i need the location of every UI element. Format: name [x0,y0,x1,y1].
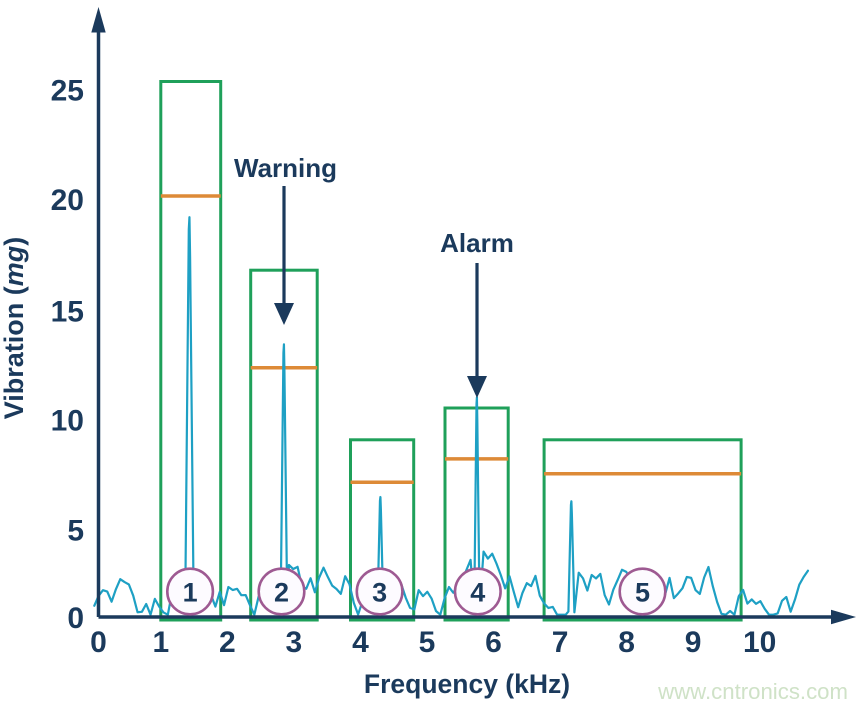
svg-text:0: 0 [67,602,84,635]
svg-text:7: 7 [552,626,569,659]
svg-text:Vibration (mg): Vibration (mg) [0,237,29,420]
svg-text:5: 5 [635,578,650,608]
svg-text:Warning: Warning [234,153,337,183]
svg-text:10: 10 [51,405,84,438]
svg-text:3: 3 [372,578,387,608]
svg-text:0: 0 [90,626,107,659]
svg-text:25: 25 [51,75,84,108]
svg-text:5: 5 [67,515,84,548]
svg-text:Frequency (kHz): Frequency (kHz) [364,669,570,699]
svg-text:9: 9 [685,626,702,659]
svg-text:3: 3 [286,626,303,659]
svg-text:8: 8 [618,626,635,659]
svg-text:www.cntronics.com: www.cntronics.com [657,679,848,704]
svg-text:1: 1 [183,578,198,608]
svg-text:2: 2 [274,578,289,608]
svg-text:1: 1 [152,626,169,659]
svg-text:4: 4 [470,578,485,608]
svg-text:6: 6 [485,626,502,659]
svg-text:Alarm: Alarm [440,228,514,258]
svg-text:5: 5 [419,626,436,659]
svg-text:4: 4 [352,626,369,659]
svg-text:10: 10 [743,626,776,659]
svg-text:20: 20 [51,184,84,217]
svg-text:2: 2 [219,626,236,659]
svg-text:15: 15 [51,296,84,329]
